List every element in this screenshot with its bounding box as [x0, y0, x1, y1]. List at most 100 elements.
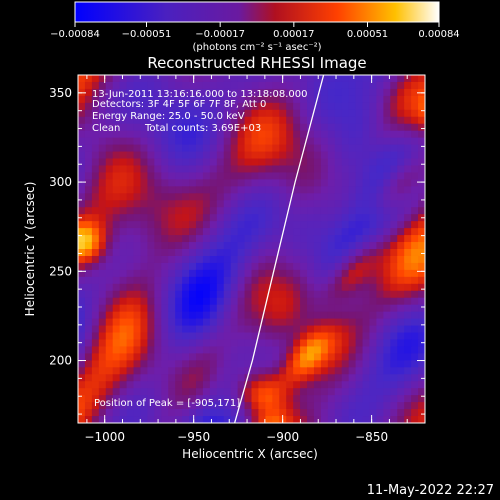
heatmap-cell: [202, 367, 211, 375]
heatmap-cell: [293, 81, 301, 90]
heatmap-cell: [348, 304, 357, 313]
heatmap-cell: [251, 242, 260, 250]
heatmap-cell: [327, 367, 336, 375]
heatmap-cell: [78, 353, 86, 361]
heatmap-cell: [272, 388, 280, 396]
heatmap-cell: [140, 144, 148, 153]
heatmap-cell: [230, 346, 239, 354]
heatmap-cell: [209, 381, 218, 389]
heatmap-cell: [404, 255, 412, 264]
heatmap-cell: [376, 221, 384, 229]
heatmap-cell: [154, 88, 162, 97]
heatmap-cell: [195, 221, 204, 229]
heatmap-cell: [182, 367, 190, 375]
heatmap-cell: [376, 353, 384, 361]
heatmap-cell: [334, 242, 343, 250]
heatmap-cell: [91, 297, 100, 306]
heatmap-cell: [341, 416, 350, 423]
heatmap-cell: [91, 395, 100, 403]
heatmap-cell: [84, 360, 93, 368]
heatmap-cell: [91, 123, 100, 132]
heatmap-cell: [320, 172, 329, 180]
heatmap-cell: [98, 109, 107, 118]
heatmap-cell: [327, 360, 336, 368]
heatmap-cell: [84, 235, 93, 243]
heatmap-cell: [307, 318, 315, 327]
heatmap-cell: [237, 381, 246, 389]
heatmap-cell: [140, 116, 148, 125]
heatmap-cell: [286, 249, 294, 257]
heatmap-cell: [126, 276, 135, 285]
heatmap-cell: [105, 179, 114, 187]
heatmap-cell: [397, 221, 405, 229]
heatmap-cell: [286, 311, 294, 320]
heatmap-cell: [348, 144, 357, 153]
heatmap-cell: [182, 102, 190, 111]
heatmap-cell: [286, 276, 294, 285]
heatmap-cell: [355, 311, 364, 320]
heatmap-cell: [84, 137, 93, 146]
heatmap-cell: [140, 283, 148, 292]
heatmap-cell: [78, 137, 86, 146]
heatmap-cell: [313, 221, 322, 229]
heatmap-cell: [223, 255, 232, 264]
heatmap-cell: [265, 409, 273, 417]
heatmap-cell: [202, 242, 211, 250]
heatmap-cell: [182, 290, 190, 299]
heatmap-cell: [258, 242, 266, 250]
heatmap-cell: [348, 165, 357, 174]
heatmap-cell: [355, 283, 364, 292]
heatmap-cell: [348, 235, 357, 243]
heatmap-cell: [411, 304, 419, 313]
heatmap-cell: [189, 346, 197, 354]
heatmap-cell: [154, 151, 162, 160]
heatmap-cell: [105, 269, 114, 278]
heatmap-cell: [327, 395, 336, 403]
heatmap-cell: [265, 102, 273, 111]
heatmap-cell: [168, 235, 176, 243]
heatmap-cell: [313, 228, 322, 236]
heatmap-cell: [320, 402, 329, 410]
heatmap-cell: [300, 388, 308, 396]
heatmap-cell: [383, 75, 391, 83]
heatmap-cell: [223, 332, 232, 341]
heatmap-cell: [237, 158, 246, 167]
heatmap-cell: [251, 283, 260, 292]
heatmap-cell: [98, 193, 107, 201]
heatmap-cell: [258, 269, 266, 278]
heatmap-cell: [272, 200, 280, 208]
heatmap-cell: [154, 214, 162, 222]
heatmap-cell: [307, 116, 315, 125]
heatmap-cell: [147, 228, 155, 236]
heatmap-cell: [216, 402, 225, 410]
heatmap-cell: [195, 109, 204, 118]
heatmap-cell: [154, 339, 162, 348]
heatmap-cell: [161, 374, 169, 382]
heatmap-cell: [78, 346, 86, 354]
heatmap-cell: [307, 311, 315, 320]
heatmap-cell: [418, 409, 425, 417]
heatmap-cell: [313, 186, 322, 194]
heatmap-cell: [202, 75, 211, 83]
heatmap-cell: [78, 395, 86, 403]
heatmap-cell: [383, 214, 391, 222]
heatmap-cell: [119, 88, 128, 97]
heatmap-cell: [244, 249, 253, 257]
heatmap-cell: [279, 179, 287, 187]
heatmap-cell: [383, 207, 391, 215]
heatmap-cell: [223, 367, 232, 375]
heatmap-cell: [251, 193, 260, 201]
heatmap-cell: [237, 346, 246, 354]
heatmap-cell: [105, 235, 114, 243]
x-tick-label: −850: [355, 430, 388, 444]
heatmap-cell: [182, 381, 190, 389]
heatmap-cell: [91, 81, 100, 90]
heatmap-cell: [140, 235, 148, 243]
heatmap-cell: [209, 228, 218, 236]
heatmap-cell: [376, 95, 384, 104]
heatmap-cell: [119, 144, 128, 153]
heatmap-cell: [369, 235, 378, 243]
heatmap-cell: [265, 144, 273, 153]
heatmap-cell: [265, 158, 273, 167]
heatmap-cell: [78, 402, 86, 410]
